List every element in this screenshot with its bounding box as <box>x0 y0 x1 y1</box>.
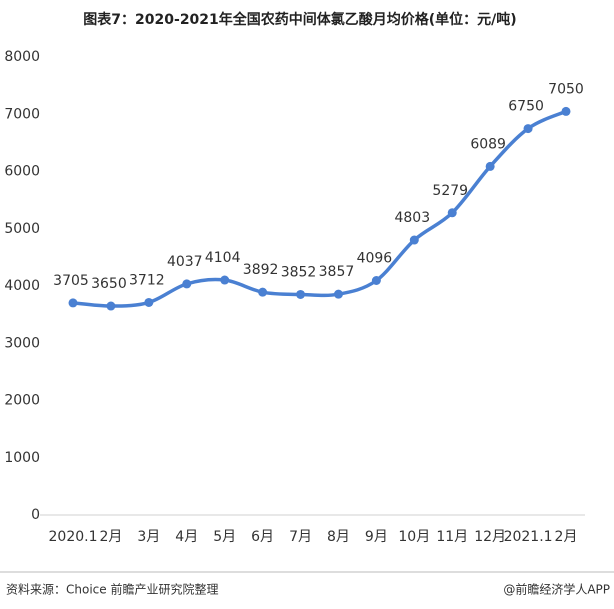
point <box>68 298 78 308</box>
data-label: 5279 <box>432 183 468 199</box>
data-label: 4104 <box>205 250 241 266</box>
point <box>523 124 533 134</box>
data-label: 7050 <box>548 81 584 97</box>
x-tick-label: 7月 <box>289 529 312 545</box>
x-tick-label: 2月 <box>555 529 578 545</box>
y-tick-label: 4000 <box>4 278 40 294</box>
point <box>106 301 116 311</box>
point <box>409 235 419 245</box>
data-label: 3852 <box>281 264 317 280</box>
x-tick-label: 8月 <box>327 529 350 545</box>
x-tick-label: 9月 <box>365 529 388 545</box>
data-label: 3712 <box>129 272 165 288</box>
point <box>561 106 571 116</box>
data-label: 4037 <box>167 254 203 270</box>
y-tick-label: 2000 <box>4 393 40 409</box>
data-label: 3650 <box>91 276 127 292</box>
x-tick-label: 3月 <box>137 529 160 545</box>
x-tick-label: 12月 <box>474 529 506 545</box>
x-tick-label: 5月 <box>213 529 236 545</box>
y-tick-label: 3000 <box>4 335 40 351</box>
x-tick-label: 4月 <box>175 529 198 545</box>
point <box>258 287 268 297</box>
point <box>296 289 306 299</box>
point <box>447 208 457 218</box>
y-tick-label: 8000 <box>4 49 40 65</box>
point <box>333 289 343 299</box>
point <box>220 275 230 285</box>
chart-title: 图表7：2020-2021年全国农药中间体氯乙酸月均价格(单位：元/吨) <box>83 11 516 28</box>
data-label: 4803 <box>394 210 430 226</box>
x-tick-label: 2020.1 <box>49 529 98 545</box>
data-label: 6089 <box>470 136 506 152</box>
source: 资料来源：Choice 前瞻产业研究院整理 <box>6 582 218 597</box>
y-tick-label: 6000 <box>4 164 40 180</box>
data-label: 3857 <box>319 264 355 280</box>
x-tick-label: 6月 <box>251 529 274 545</box>
x-tick-label: 2021.1 <box>504 529 553 545</box>
y-tick-label: 1000 <box>4 450 40 466</box>
point <box>182 279 192 289</box>
point <box>485 161 495 171</box>
data-label: 4096 <box>357 251 393 267</box>
data-label: 6750 <box>508 99 544 115</box>
x-tick-label: 10月 <box>398 529 430 545</box>
y-tick-label: 0 <box>31 507 40 523</box>
data-label: 3892 <box>243 262 279 278</box>
point <box>371 276 381 286</box>
y-tick-label: 7000 <box>4 106 40 122</box>
x-tick-label: 11月 <box>436 529 468 545</box>
data-label: 3705 <box>53 273 89 289</box>
y-tick-label: 5000 <box>4 221 40 237</box>
x-tick-label: 2月 <box>99 529 122 545</box>
point <box>144 297 154 307</box>
credit: @前瞻经济学人APP <box>503 582 610 597</box>
